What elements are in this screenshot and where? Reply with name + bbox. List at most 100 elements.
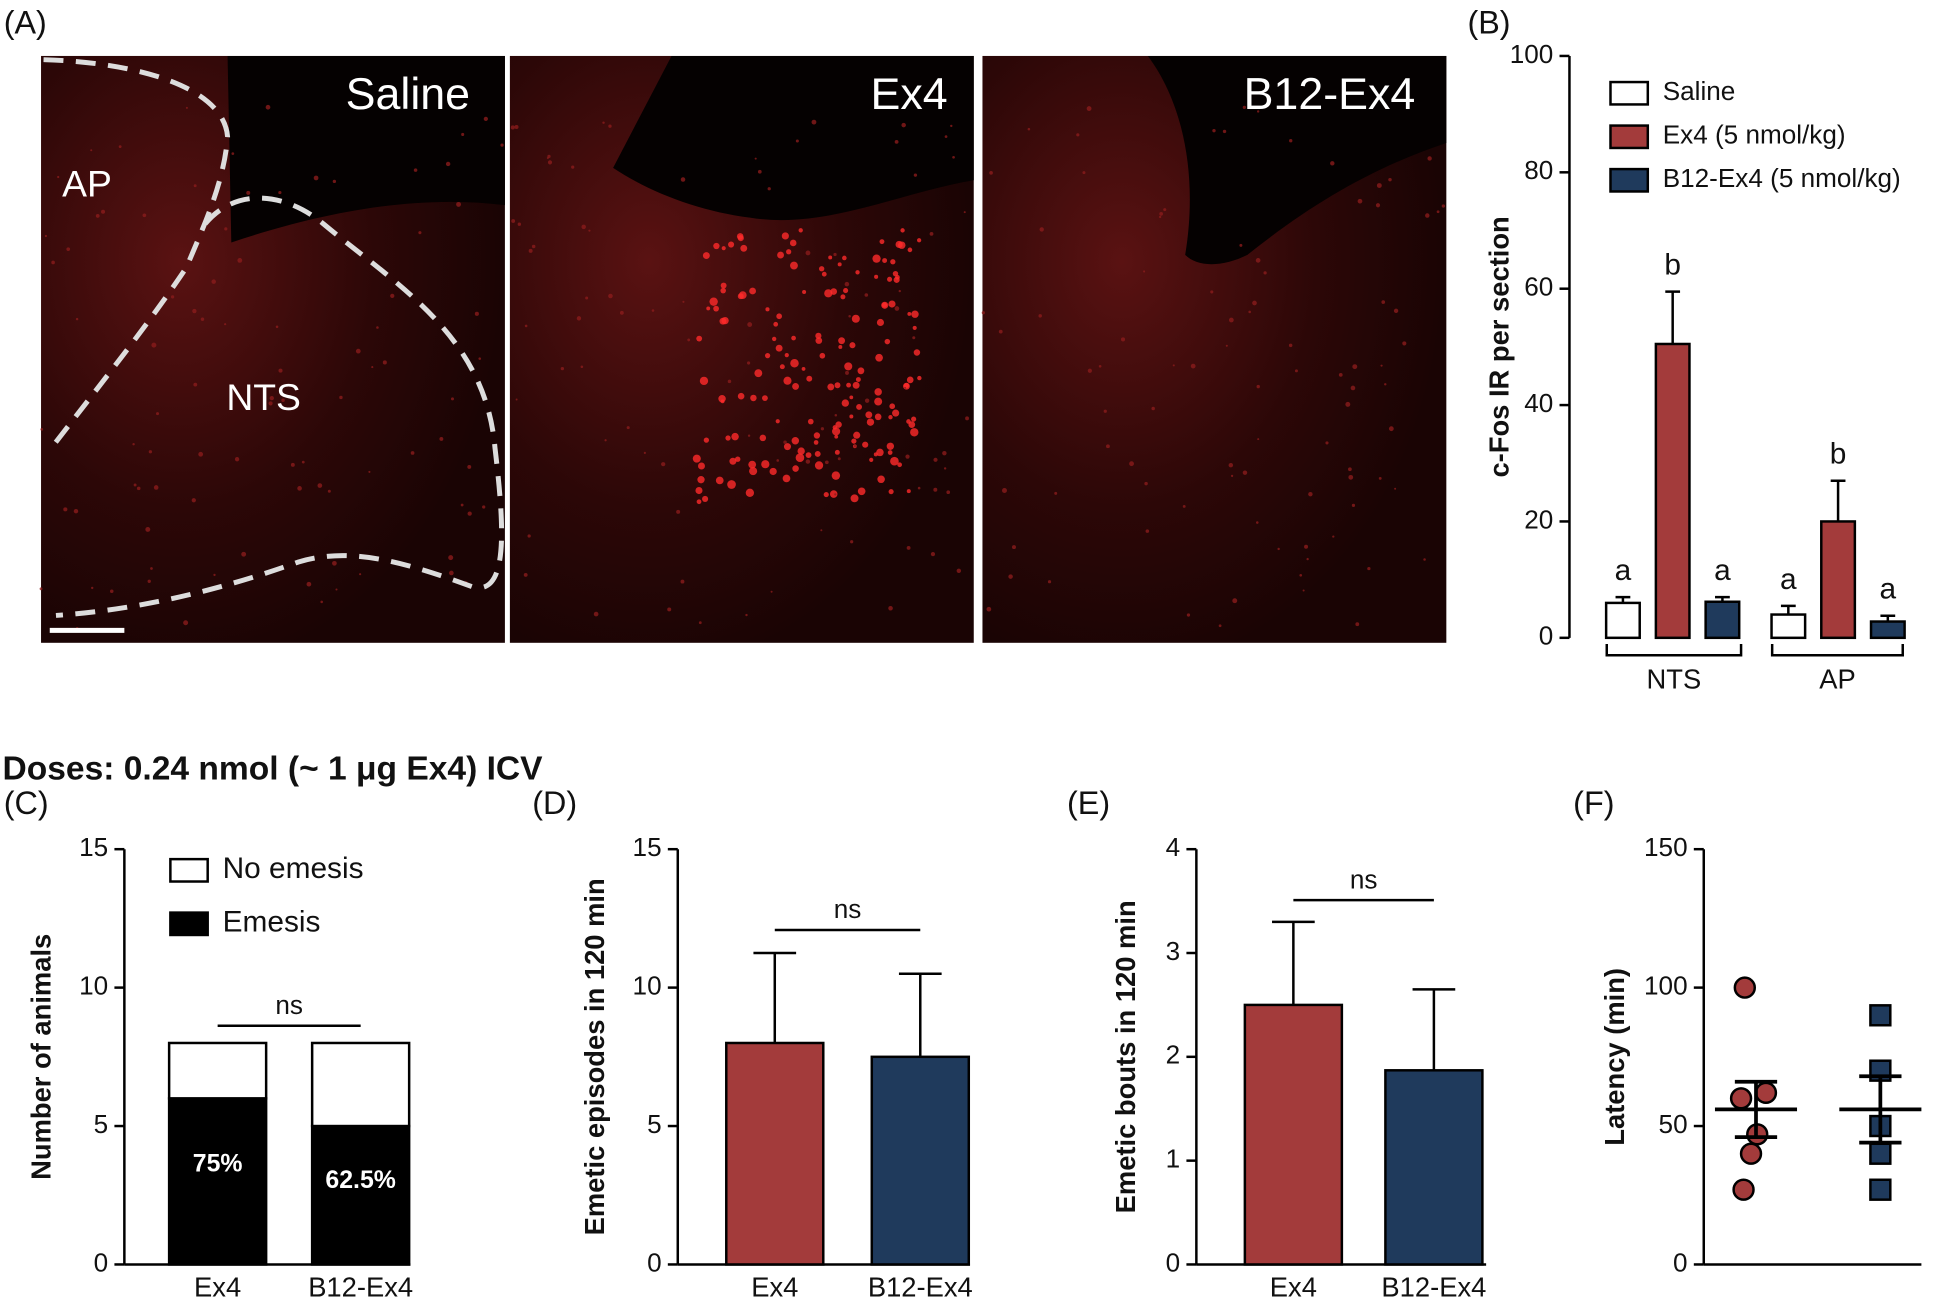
speckle bbox=[897, 462, 902, 468]
speckle bbox=[777, 251, 785, 259]
speckle bbox=[585, 296, 589, 300]
speckle bbox=[901, 122, 906, 128]
speckle bbox=[801, 367, 806, 371]
bar bbox=[1243, 1003, 1344, 1266]
speckle bbox=[1255, 258, 1261, 263]
speckle bbox=[1082, 171, 1086, 175]
speckle bbox=[1277, 547, 1280, 551]
point bbox=[1754, 1081, 1778, 1105]
speckle bbox=[390, 293, 395, 298]
speckle bbox=[1425, 213, 1430, 218]
speckle bbox=[335, 588, 338, 591]
speckle bbox=[823, 491, 829, 498]
point bbox=[1869, 1142, 1892, 1165]
speckle bbox=[661, 462, 666, 467]
speckle bbox=[1367, 566, 1371, 571]
speckle bbox=[667, 607, 672, 612]
y-tick-label: 0 bbox=[94, 1247, 109, 1277]
speckle bbox=[1338, 372, 1343, 377]
panel-letter: (F) bbox=[1573, 785, 1614, 821]
speckle bbox=[850, 540, 854, 544]
dark-background bbox=[1147, 55, 1447, 265]
region-label: AP bbox=[62, 162, 112, 204]
speckle bbox=[456, 201, 461, 207]
speckle bbox=[1325, 441, 1329, 445]
speckle bbox=[151, 342, 157, 348]
y-axis-label: Emetic episodes in 120 min bbox=[579, 878, 610, 1235]
speckle bbox=[1355, 622, 1360, 627]
speckle bbox=[905, 454, 910, 459]
speckle bbox=[1427, 156, 1432, 161]
speckle bbox=[1306, 557, 1309, 561]
x-tick-label: B12-Ex4 bbox=[308, 1272, 413, 1303]
speckle bbox=[749, 467, 758, 476]
speckle bbox=[805, 459, 811, 464]
speckle bbox=[237, 258, 243, 263]
speckle bbox=[908, 421, 916, 429]
panel-letter: (B) bbox=[1467, 4, 1510, 40]
speckle bbox=[887, 450, 893, 455]
speckle bbox=[1087, 368, 1092, 373]
speckle bbox=[848, 314, 851, 318]
bar bbox=[1604, 601, 1641, 640]
speckle bbox=[906, 489, 911, 494]
speckle bbox=[265, 104, 271, 110]
error-bar bbox=[1272, 920, 1315, 1005]
speckle bbox=[833, 252, 837, 257]
speckle bbox=[944, 135, 948, 139]
speckle bbox=[478, 357, 482, 360]
speckle bbox=[807, 418, 814, 425]
speckle bbox=[791, 437, 800, 445]
speckle bbox=[876, 448, 884, 457]
speckle bbox=[547, 160, 553, 165]
speckle bbox=[133, 483, 137, 487]
speckle bbox=[1388, 177, 1392, 182]
speckle bbox=[697, 462, 705, 470]
legend-swatch bbox=[1609, 167, 1650, 193]
speckle bbox=[531, 244, 536, 249]
speckle bbox=[142, 213, 147, 218]
bar bbox=[1770, 613, 1807, 640]
speckle bbox=[815, 332, 822, 339]
speckle bbox=[1086, 106, 1092, 111]
speckle bbox=[1252, 300, 1257, 306]
speckle bbox=[877, 475, 885, 484]
error-bar bbox=[898, 972, 942, 1057]
legend-swatch bbox=[169, 857, 209, 883]
y-tick-label: 10 bbox=[633, 971, 662, 1001]
x-tick-label: Ex4 bbox=[1270, 1272, 1317, 1303]
speckle bbox=[703, 437, 710, 443]
speckle bbox=[1228, 462, 1234, 468]
speckle bbox=[269, 395, 274, 401]
speckle bbox=[483, 116, 488, 122]
speckle bbox=[820, 427, 824, 431]
speckle bbox=[718, 394, 726, 403]
speckle bbox=[467, 511, 472, 516]
speckle bbox=[1375, 203, 1381, 208]
speckle bbox=[680, 579, 685, 584]
speckle bbox=[892, 409, 900, 417]
speckle bbox=[843, 288, 849, 294]
speckle bbox=[588, 229, 591, 232]
speckle bbox=[764, 353, 771, 359]
speckle bbox=[893, 276, 900, 283]
speckle bbox=[706, 306, 711, 311]
speckle bbox=[727, 480, 736, 489]
category-bracket bbox=[1770, 644, 1904, 657]
speckle bbox=[231, 152, 235, 155]
speckle bbox=[805, 452, 812, 459]
speckle bbox=[745, 488, 755, 497]
speckle bbox=[297, 486, 302, 491]
x-tick-label: NTS bbox=[1647, 664, 1702, 695]
speckle bbox=[900, 228, 905, 233]
speckle bbox=[39, 587, 43, 591]
speckle bbox=[913, 173, 918, 177]
speckle bbox=[888, 300, 896, 308]
speckle bbox=[697, 476, 705, 484]
speckle bbox=[750, 394, 757, 402]
speckle bbox=[754, 369, 763, 378]
speckle bbox=[851, 438, 857, 444]
speckle bbox=[912, 325, 917, 330]
speckle bbox=[73, 508, 79, 514]
